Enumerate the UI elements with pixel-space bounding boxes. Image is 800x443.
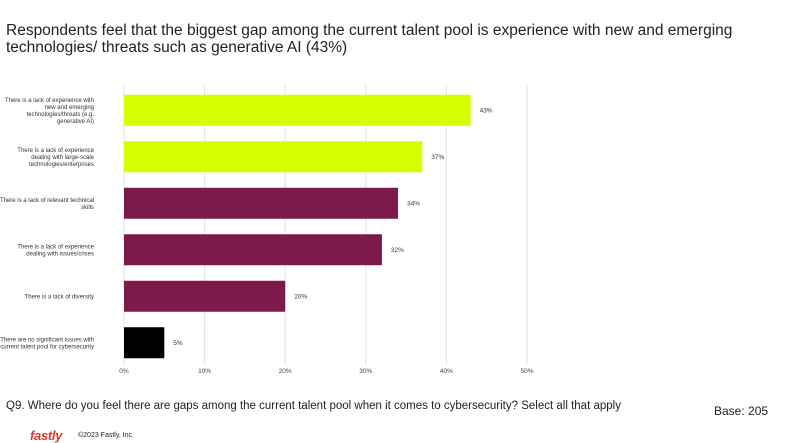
bar-chart: 0% 10% 20% 30% 40% 50% There is a lack of expe… [0, 85, 534, 375]
x-tick-label: 10% [198, 368, 211, 375]
base-count: Base: 205 [714, 404, 769, 418]
value-label: 43% [480, 108, 493, 115]
value-label: 37% [431, 154, 444, 161]
bar [124, 187, 399, 219]
category-label: There is a lack of experience with new an… [5, 98, 94, 125]
bar [124, 141, 423, 173]
category-label: There is a lack of relevant technical ski… [0, 198, 94, 211]
survey-question: Q9. Where do you feel there are gaps amo… [6, 400, 621, 412]
copyright-text: ©2023 Fastly, Inc. [78, 432, 134, 439]
category-label: There is a lack of experience dealing wit… [17, 148, 94, 168]
bar [124, 234, 382, 266]
bar [124, 94, 471, 126]
x-tick-label: 30% [359, 368, 372, 375]
value-label: 5% [173, 340, 183, 347]
bar [124, 280, 286, 312]
x-tick-label: 20% [279, 368, 292, 375]
x-tick-label: 50% [520, 368, 533, 375]
category-label: There is a lack of diversity [25, 295, 94, 301]
x-tick-label: 0% [119, 368, 129, 375]
category-label: There is a lack of experience dealing wit… [17, 245, 94, 258]
value-label: 34% [407, 201, 420, 208]
x-tick-label: 40% [440, 368, 453, 375]
bar [124, 327, 165, 359]
value-label: 32% [391, 247, 404, 254]
category-label: There are no significant issues with curr… [0, 338, 94, 351]
fastly-logo: fastly [30, 428, 63, 443]
value-label: 20% [294, 294, 307, 301]
chart-title: Respondents feel that the biggest gap am… [6, 22, 733, 56]
